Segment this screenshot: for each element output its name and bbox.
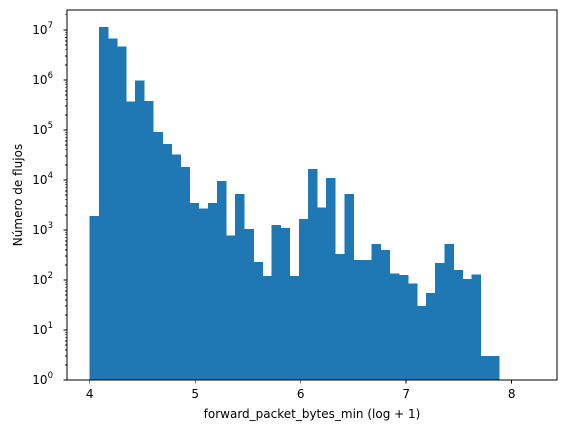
histogram-bar (489, 356, 500, 380)
histogram-bar (298, 219, 309, 380)
x-tick-label: 5 (191, 387, 199, 401)
histogram-bar (235, 194, 245, 380)
bars-group (89, 26, 500, 381)
histogram-bar (435, 262, 445, 380)
histogram-bar (89, 216, 100, 380)
y-tick-exponent: 4 (48, 171, 53, 181)
histogram-bar (280, 227, 291, 380)
histogram-bar (444, 244, 454, 380)
histogram-bar (407, 283, 418, 380)
histogram-bar (362, 260, 372, 380)
histogram-bar (271, 225, 282, 380)
histogram-bar (189, 202, 200, 380)
x-axis-label: forward_packet_bytes_min (log + 1) (204, 407, 421, 421)
histogram-bar (471, 274, 482, 380)
x-tick-label: 7 (402, 387, 410, 401)
histogram-bar (335, 254, 345, 380)
y-tick-exponent: 6 (48, 71, 53, 81)
histogram-bar (207, 202, 218, 380)
histogram-bar (344, 194, 354, 380)
histogram-bar (289, 276, 300, 380)
histogram-bar (417, 306, 427, 380)
histogram-bar (226, 235, 236, 380)
y-axis-label: Número de flujos (11, 144, 25, 246)
y-tick-exponent: 1 (48, 321, 53, 331)
plot-frame (66, 9, 558, 381)
histogram-bar (262, 276, 272, 380)
x-tick-label: 6 (297, 387, 305, 401)
histogram-bar (216, 181, 227, 380)
histogram-bar (453, 269, 463, 380)
y-tick-label: 102 (32, 271, 53, 287)
y-tick-exponent: 0 (48, 371, 53, 381)
y-tick-label: 101 (32, 321, 53, 337)
x-tick-label: 4 (86, 387, 94, 401)
histogram-bar (180, 167, 191, 380)
histogram-bar (353, 260, 363, 380)
histogram-bar (107, 38, 118, 380)
histogram-bar (389, 273, 400, 380)
histogram-bar (398, 275, 409, 380)
y-tick-exponent: 2 (48, 271, 53, 281)
histogram-bar (480, 356, 491, 380)
histogram-bar (253, 261, 263, 380)
y-tick-label: 106 (32, 71, 53, 87)
histogram-bar (380, 249, 391, 380)
histogram-bar (162, 144, 172, 380)
y-tick-exponent: 5 (48, 121, 53, 131)
histogram-bar (244, 228, 254, 380)
histogram-bar (116, 46, 127, 381)
histogram-bar (98, 26, 109, 381)
histogram-bar (426, 292, 436, 380)
y-tick-label: 107 (32, 21, 53, 37)
histogram-bar (371, 243, 382, 380)
histogram-bar (307, 169, 318, 380)
y-tick-label: 100 (32, 371, 53, 387)
y-tick-label: 105 (32, 121, 53, 137)
x-tick-label: 8 (508, 387, 516, 401)
x-axis-ticks: 4 5 6 7 8 (86, 380, 516, 401)
histogram-bar (198, 208, 209, 380)
histogram-bar (462, 278, 472, 380)
y-tick-label: 103 (32, 221, 53, 237)
histogram-bar (135, 80, 145, 380)
y-tick-label: 104 (32, 171, 53, 187)
histogram-bar (153, 132, 163, 380)
histogram-bar (317, 207, 327, 380)
histogram-bar (126, 101, 136, 380)
y-tick-exponent: 7 (48, 21, 53, 31)
y-tick-exponent: 3 (48, 221, 53, 231)
histogram-bar (326, 177, 336, 380)
histogram-bar (144, 100, 154, 381)
histogram-bar (171, 154, 182, 380)
